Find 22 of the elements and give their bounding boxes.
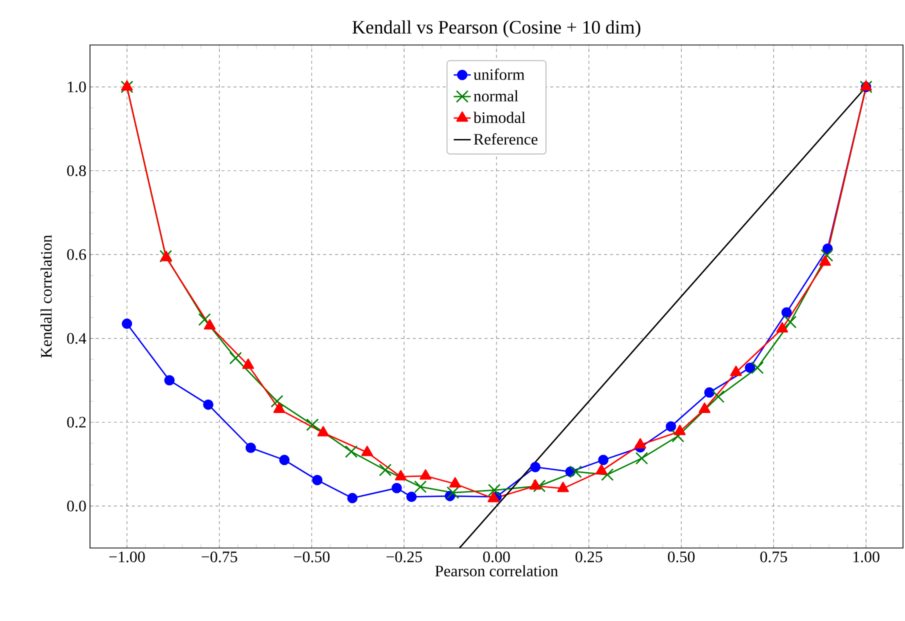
legend-label: uniform	[474, 68, 525, 80]
x-tick-label: −1.00	[109, 552, 145, 562]
y-tick-label: 0.0	[67, 500, 86, 512]
y-tick-label: 0.8	[67, 165, 86, 176]
x-tick-label: −0.50	[294, 552, 330, 562]
x-tick-label: 0.25	[576, 552, 602, 562]
legend-label: normal	[474, 90, 518, 102]
y-tick-label: 0.2	[67, 416, 86, 428]
x-tick-label: −0.75	[202, 552, 238, 562]
legend-label: Reference	[474, 133, 538, 145]
y-tick-label: 0.6	[67, 249, 86, 260]
y-tick-label: 1.0	[68, 82, 86, 92]
x-axis-title: Pearson correlation	[435, 565, 558, 576]
x-tick-label: −0.25	[386, 552, 422, 562]
legend-label: bimodal	[473, 112, 526, 123]
x-tick-label: 0.75	[760, 552, 787, 562]
x-tick-label: 1.00	[854, 552, 880, 562]
x-tick-label: 0.50	[668, 552, 695, 562]
x-tick-label: 0.00	[483, 552, 510, 562]
y-axis-title: Kendall correlation	[40, 234, 52, 358]
y-tick-label: 0.4	[67, 333, 86, 344]
chart-title: Kendall vs Pearson (Cosine + 10 dim)	[352, 20, 640, 38]
